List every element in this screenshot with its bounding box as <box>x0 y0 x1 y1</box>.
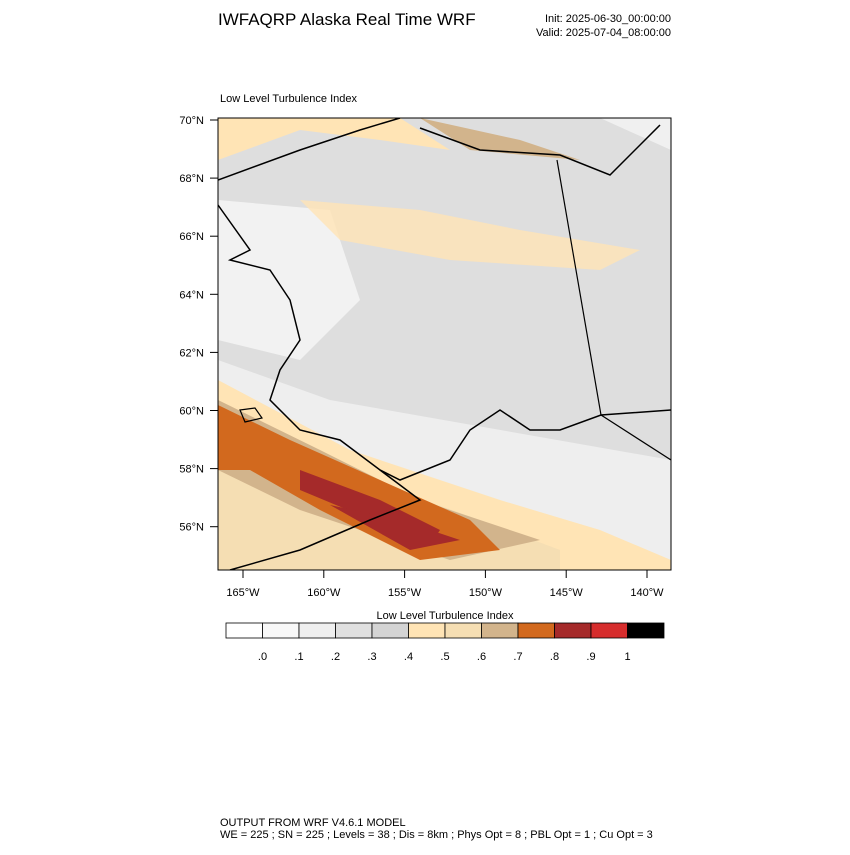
colorbar-label: .0 <box>258 651 267 663</box>
colorbar-label: .9 <box>586 651 595 663</box>
colorbar-box <box>554 622 592 639</box>
lat-label: 66°N <box>179 231 204 243</box>
colorbar-box <box>225 622 263 639</box>
title: IWFAQRP Alaska Real Time WRF <box>218 10 476 29</box>
lon-label: 140°W <box>630 587 664 599</box>
colorbar-box <box>262 622 300 639</box>
colorbar-label: 1 <box>624 651 630 663</box>
colorbar-label: .3 <box>367 651 376 663</box>
lon-label: 165°W <box>226 587 260 599</box>
colorbar-box <box>408 622 446 639</box>
colorbar-label: .1 <box>294 651 303 663</box>
colorbar-label: .5 <box>440 651 449 663</box>
map <box>217 117 672 571</box>
lon-label: 160°W <box>307 587 341 599</box>
colorbar-label: .6 <box>477 651 486 663</box>
lon-label: 155°W <box>388 587 422 599</box>
colorbar-box <box>298 622 336 639</box>
lon-label: 145°W <box>550 587 584 599</box>
colorbar-title: Low Level Turbulence Index <box>377 610 514 622</box>
lat-label: 60°N <box>179 406 204 418</box>
lat-label: 64°N <box>179 289 204 301</box>
lat-label: 68°N <box>179 173 204 185</box>
colorbar-label: .7 <box>513 651 522 663</box>
colorbar-box <box>627 622 665 639</box>
lat-label: 70°N <box>179 115 204 127</box>
colorbar-label: .8 <box>550 651 559 663</box>
colorbar-box <box>335 622 373 639</box>
colorbar-box <box>481 622 519 639</box>
lat-label: 62°N <box>179 347 204 359</box>
valid-time: Valid: 2025-07-04_08:00:00 <box>536 27 671 39</box>
map-title: Low Level Turbulence Index <box>220 93 357 105</box>
colorbar-box <box>590 622 628 639</box>
colorbar-box <box>444 622 482 639</box>
colorbar-box <box>371 622 409 639</box>
colorbar-label: .2 <box>331 651 340 663</box>
colorbar-label: .4 <box>404 651 413 663</box>
lat-label: 58°N <box>179 464 204 476</box>
footer-line: WE = 225 ; SN = 225 ; Levels = 38 ; Dis … <box>220 829 653 841</box>
lat-label: 56°N <box>179 522 204 534</box>
lon-label: 150°W <box>469 587 503 599</box>
init-time: Init: 2025-06-30_00:00:00 <box>545 13 671 25</box>
colorbar-box <box>517 622 555 639</box>
footer-line: OUTPUT FROM WRF V4.6.1 MODEL <box>220 817 406 829</box>
